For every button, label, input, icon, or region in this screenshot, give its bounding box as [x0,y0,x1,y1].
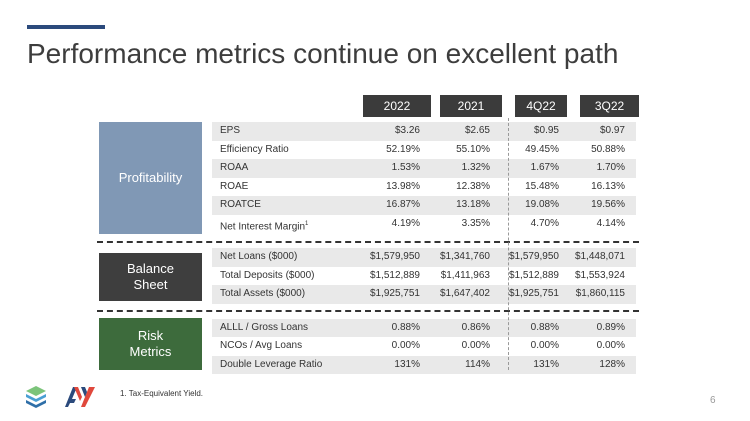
table-row: Total Deposits ($000) $1,512,889 $1,411,… [212,267,636,286]
table-row: ROATCE 16.87% 13.18% 19.08% 19.56% [212,196,636,215]
table-row: ALLL / Gross Loans 0.88% 0.86% 0.88% 0.8… [212,318,636,337]
metric-name: NCOs / Avg Loans [220,340,303,351]
value-4q22: 131% [533,358,559,370]
table-row: Double Leverage Ratio 131% 114% 131% 128… [212,355,636,374]
value-2022: 4.19% [391,217,420,229]
profitability-label: Profitability [99,122,202,234]
value-2021: 3.35% [461,217,490,229]
value-2021: 55.10% [456,143,490,155]
value-2021: 13.18% [456,199,490,210]
value-3q22: $1,860,115 [575,288,625,299]
table-row: EPS $3.26 $2.65 $0.95 $0.97 [212,122,636,141]
column-header-2022: 2022 [363,95,431,117]
metric-name: Double Leverage Ratio [220,358,323,370]
section-divider [97,241,639,243]
metric-name: EPS [220,125,241,136]
section-divider [97,310,639,312]
value-2021: 0.86% [461,321,490,333]
table-row: Net Interest Margin1 4.19% 3.35% 4.70% 4… [212,215,636,234]
value-2021: $1,341,760 [439,251,490,262]
value-2022: $1,512,889 [369,269,420,281]
value-4q22: 0.88% [530,321,559,333]
value-2021: $1,411,963 [440,269,490,281]
metric-name: Efficiency Ratio [220,143,289,155]
page-number: 6 [710,395,716,406]
value-3q22: 0.00% [596,340,625,351]
metric-name: ROAA [220,162,249,173]
metric-name: Total Deposits ($000) [220,269,315,281]
av-logo-icon [65,387,95,407]
table-row: ROAE 13.98% 12.38% 15.48% 16.13% [212,178,636,197]
profitability-label-text: Profitability [118,170,183,185]
value-2021: 0.00% [461,340,490,351]
balance-sheet-label-text: Balance Sheet [127,261,174,293]
value-4q22: $1,579,950 [508,251,559,262]
value-3q22: 1.70% [596,162,625,173]
table-row: Total Assets ($000) $1,925,751 $1,647,40… [212,285,636,304]
value-3q22: $1,553,924 [574,269,625,281]
value-2022: $1,579,950 [369,251,420,262]
value-2021: 12.38% [456,180,490,192]
value-2022: 0.88% [391,321,420,333]
risk-metrics-label-text: Risk Metrics [130,328,172,360]
value-3q22: $1,448,071 [574,251,625,262]
risk-metrics-label-line2: Metrics [129,344,172,359]
value-4q22: 19.08% [525,199,559,210]
metric-name-text: Net Interest Margin [220,220,306,232]
balance-sheet-label-line2: Sheet [133,277,168,292]
stacked-layers-logo-icon [26,386,46,408]
value-4q22: 0.00% [530,340,559,351]
period-divider [508,118,509,370]
value-4q22: 15.48% [525,180,559,192]
value-2022: 52.19% [386,143,420,155]
value-2022: 1.53% [391,162,420,173]
risk-metrics-label: Risk Metrics [99,318,202,370]
table-row: NCOs / Avg Loans 0.00% 0.00% 0.00% 0.00% [212,337,636,356]
title-accent-bar [27,25,105,29]
footnote: 1. Tax-Equivalent Yield. [120,389,204,398]
metric-name: ROATCE [220,199,261,210]
value-4q22: 4.70% [530,217,559,229]
value-2022: $1,925,751 [369,288,420,299]
value-2022: 131% [394,358,420,370]
value-2022: 16.87% [386,199,420,210]
column-header-4q22: 4Q22 [515,95,567,117]
value-4q22: 1.67% [530,162,559,173]
value-4q22: 49.45% [525,143,559,155]
value-2022: 13.98% [386,180,420,192]
balance-sheet-label: Balance Sheet [99,253,202,301]
metric-name: Net Interest Margin1 [220,215,308,237]
page-title: Performance metrics continue on excellen… [27,38,619,69]
table-row: Efficiency Ratio 52.19% 55.10% 49.45% 50… [212,141,636,160]
value-3q22: 50.88% [591,143,625,155]
value-2021: $1,647,402 [439,288,490,299]
balance-sheet-label-line1: Balance [127,261,174,276]
value-3q22: 19.56% [591,199,625,210]
table-row: ROAA 1.53% 1.32% 1.67% 1.70% [212,159,636,178]
value-3q22: 0.89% [596,321,625,333]
value-2022: 0.00% [391,340,420,351]
metric-name: ALLL / Gross Loans [220,321,309,333]
metric-name: Net Loans ($000) [220,251,298,262]
value-3q22: $0.97 [599,125,625,136]
value-2021: 1.32% [461,162,490,173]
value-3q22: 128% [599,358,625,370]
value-2021: 114% [465,358,490,370]
column-header-2021: 2021 [440,95,502,117]
value-2021: $2.65 [464,125,490,136]
value-4q22: $1,512,889 [508,269,559,281]
metric-name: ROAE [220,180,249,192]
risk-metrics-label-line1: Risk [137,328,164,343]
value-2022: $3.26 [394,125,420,136]
value-4q22: $1,925,751 [508,288,559,299]
value-3q22: 16.13% [591,180,625,192]
footnote-marker: 1 [305,220,309,227]
column-header-3q22: 3Q22 [580,95,639,117]
metric-name: Total Assets ($000) [220,288,306,299]
value-3q22: 4.14% [596,217,625,229]
value-4q22: $0.95 [533,125,559,136]
table-row: Net Loans ($000) $1,579,950 $1,341,760 $… [212,248,636,267]
